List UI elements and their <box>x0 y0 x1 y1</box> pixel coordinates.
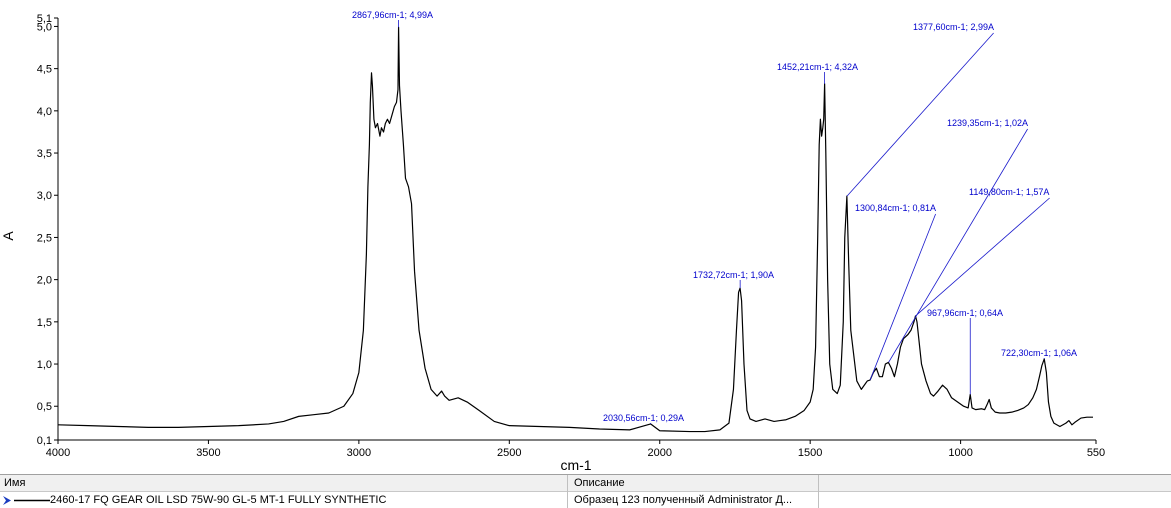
peak-annotation-label: 1732,72cm-1; 1,90A <box>693 270 774 280</box>
series-layer <box>57 26 1093 433</box>
annotation-leader <box>869 213 936 381</box>
x-tick-label: 1000 <box>948 447 972 459</box>
peak-annotation-label: 2867,96cm-1; 4,99A <box>352 10 433 20</box>
y-tick-label: 4,0 <box>37 106 52 118</box>
legend-header-description[interactable]: Описание <box>574 477 625 489</box>
peak-annotation-label: 1239,35cm-1; 1,02A <box>947 118 1028 128</box>
x-tick-label: 4000 <box>46 447 70 459</box>
annotation-leader <box>915 197 1050 317</box>
y-tick-label: 2,0 <box>37 275 52 287</box>
annotation-leader <box>888 128 1028 363</box>
x-ticks: 4000 3500 3000 2500 2000 1500 1000 550 <box>46 440 1105 459</box>
legend-row-marker <box>3 496 50 505</box>
legend-row[interactable]: 2460-17 FQ GEAR OIL LSD 75W-90 GL-5 MT-1… <box>0 492 1171 508</box>
x-tick-label: 3500 <box>196 447 220 459</box>
x-tick-label: 2500 <box>497 447 521 459</box>
y-ticks: 0,1 0,5 1,0 1,5 2,0 2,5 3,0 3,5 4,0 4,5 5,05,1 <box>37 13 58 447</box>
annotations-layer: 2867,96cm-1; 4,99A 1452,21cm-1; 4,32A 1377… <box>352 10 1077 424</box>
spectrum-chart: 0,1 0,5 1,0 1,5 2,0 2,5 3,0 3,5 4,0 4,5 5,05,1 400… <box>0 10 1105 473</box>
y-tick-label: 5,0 <box>37 21 52 33</box>
x-tick-label: 2000 <box>647 447 671 459</box>
y-tick-label: 2,5 <box>37 232 52 244</box>
y-tick-label: 3,0 <box>37 190 52 202</box>
peak-annotation-label: 2030,56cm-1; 0,29A <box>603 413 684 423</box>
peak-annotation-label: 1452,21cm-1; 4,32A <box>777 62 858 72</box>
y-tick-label: 3,5 <box>37 148 52 160</box>
legend-panel: Имя Описание 2460-17 FQ GEAR OIL LSD 75W… <box>0 474 1171 508</box>
x-axis-title: cm-1 <box>560 457 591 473</box>
x-tick-label: 3000 <box>347 447 371 459</box>
column-separator[interactable] <box>567 475 568 508</box>
y-tick-label: 1,5 <box>37 317 52 329</box>
x-tick-label: 1500 <box>798 447 822 459</box>
y-tick-label: 1,0 <box>37 359 52 371</box>
row-pointer-icon <box>3 496 11 505</box>
peak-annotation-label: 1149,80cm-1; 1,57A <box>969 187 1049 197</box>
y-tick-label: 4,5 <box>37 64 52 76</box>
legend-header-name[interactable]: Имя <box>4 477 26 489</box>
peak-annotation-label: 1300,84cm-1; 0,81A <box>855 203 936 213</box>
legend-row-name: 2460-17 FQ GEAR OIL LSD 75W-90 GL-5 MT-1… <box>50 494 387 506</box>
legend-header: Имя Описание <box>0 475 1171 492</box>
annotation-leader <box>846 32 994 197</box>
y-tick-label: 0,1 <box>37 435 52 447</box>
peak-annotation-label: 722,30cm-1; 1,06A <box>1001 348 1077 358</box>
axes-layer <box>57 18 1096 441</box>
column-separator[interactable] <box>818 475 819 508</box>
y-axis-title: A <box>0 231 16 241</box>
legend-row-description: Образец 123 полученный Administrator Д..… <box>574 494 793 506</box>
spectrum-series-line <box>57 26 1093 433</box>
peak-annotation-label: 967,96cm-1; 0,64A <box>927 308 1003 318</box>
y-tick-label: 0,5 <box>37 401 52 413</box>
peak-annotation-label: 1377,60cm-1; 2,99A <box>913 22 994 32</box>
x-tick-label: 550 <box>1087 447 1105 459</box>
y-tick-label: 5,1 <box>37 13 52 25</box>
